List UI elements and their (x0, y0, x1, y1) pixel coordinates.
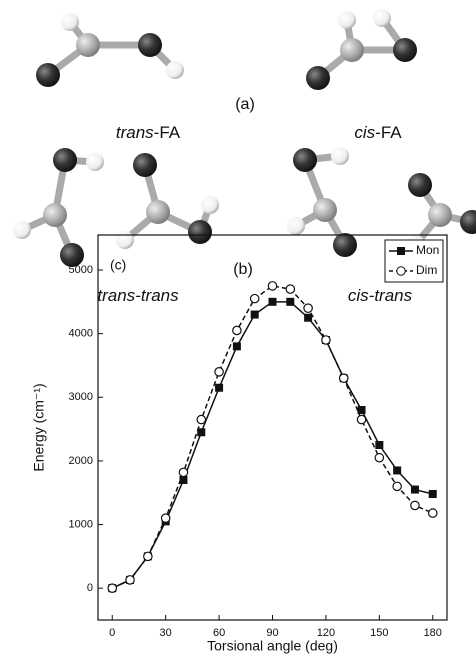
y-tick-label: 1000 (69, 518, 93, 530)
legend-label: Dim (416, 263, 437, 277)
label-italic: cis (354, 123, 375, 142)
label-italic: trans-trans (97, 286, 179, 305)
marker (285, 284, 296, 294)
marker (303, 303, 313, 313)
panel-label: (a) (235, 96, 255, 113)
marker (267, 281, 278, 291)
marker (214, 367, 224, 377)
x-tick-label: 150 (370, 627, 388, 639)
series-line (111, 285, 434, 589)
y-tick-label: 3000 (69, 391, 93, 403)
label-rest: -FA (154, 123, 181, 142)
marker (356, 414, 367, 425)
marker (215, 383, 224, 392)
legend-marker (396, 266, 406, 276)
marker (268, 297, 277, 306)
marker (160, 513, 171, 523)
legend-box (384, 239, 444, 283)
marker (249, 293, 260, 304)
y-tick-label: 4000 (69, 328, 93, 340)
molecule-label: cis-FA (354, 123, 402, 142)
y-tick-label: 5000 (69, 264, 93, 276)
x-tick-label: 90 (266, 627, 278, 639)
molecule-label: trans-FA (116, 123, 181, 142)
marker (374, 452, 385, 463)
x-tick-label: 120 (317, 627, 335, 639)
chart: 0 30 60 90 120 150 180 0 1000 2000 3000 4000 5000 Tor… (31, 234, 448, 654)
marker (410, 485, 419, 494)
annotation: (c) (110, 257, 126, 273)
series-line (111, 301, 433, 589)
marker (178, 467, 189, 478)
marker (375, 441, 384, 449)
marker (286, 297, 295, 306)
x-tick-label: 60 (213, 627, 225, 639)
marker (321, 335, 331, 345)
label-italic: cis-trans (348, 286, 413, 305)
marker (427, 508, 438, 518)
marker (250, 310, 259, 319)
y-tick-label: 0 (87, 582, 93, 594)
molecules (13, 9, 476, 267)
marker (232, 342, 241, 351)
molecule-label: trans-trans (97, 286, 179, 305)
panel-label: (b) (233, 261, 253, 278)
x-tick-label: 180 (424, 627, 442, 639)
marker (304, 313, 313, 322)
x-tick-label: 0 (109, 627, 115, 639)
marker (125, 575, 135, 585)
y-tick-label: 2000 (69, 455, 93, 467)
marker (392, 481, 402, 492)
x-axis-label: Torsional angle (deg) (207, 638, 338, 654)
x-tick-label: 30 (160, 627, 172, 639)
marker (338, 373, 349, 383)
marker (196, 414, 207, 425)
y-axis-label: Energy (cm⁻¹) (31, 383, 47, 471)
marker (232, 325, 242, 336)
legend-marker (397, 247, 405, 255)
legend-label: Mon (416, 243, 439, 257)
molecule-label: cis-trans (348, 286, 413, 305)
label-rest: -FA (375, 123, 402, 142)
marker (393, 466, 402, 475)
marker (179, 476, 188, 484)
marker (197, 428, 206, 437)
marker (143, 551, 153, 562)
marker (107, 583, 118, 593)
marker (357, 406, 366, 414)
marker (410, 500, 420, 511)
label-italic: trans (116, 123, 154, 142)
marker (428, 490, 437, 498)
